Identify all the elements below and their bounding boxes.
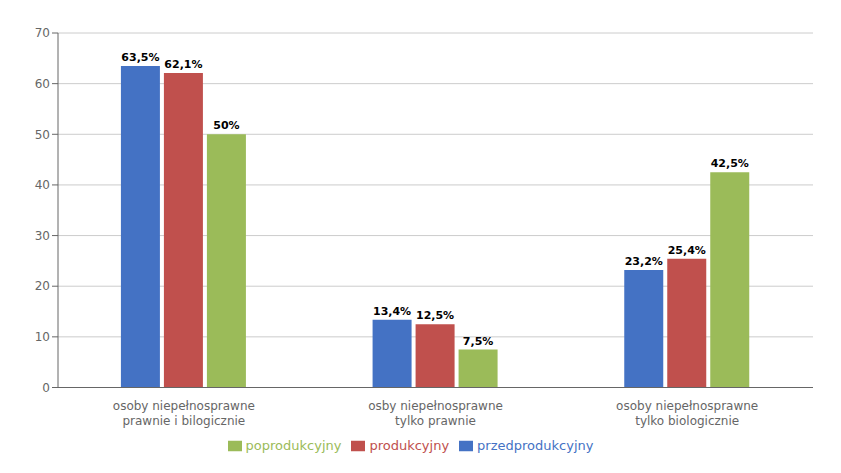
svg-text:40: 40 [35, 178, 50, 192]
svg-text:63,5%: 63,5% [121, 51, 159, 64]
svg-text:60: 60 [35, 77, 50, 91]
svg-text:62,1%: 62,1% [164, 58, 202, 71]
html-text:poprodukcyjny: poprodukcyjny [245, 437, 342, 453]
html-text:produkcyjny: produkcyjny [369, 437, 450, 453]
html-text:przedprodukcyjny: przedprodukcyjny [477, 437, 594, 453]
svg-text:20: 20 [35, 279, 50, 293]
svg-text:osoby niepełnosprawnetylko bio: osoby niepełnosprawnetylko biologicznie [616, 399, 758, 428]
svg-text:25,4%: 25,4% [668, 244, 706, 257]
svg-text:osby niepełnosprawnetylko praw: osby niepełnosprawnetylko prawnie [368, 399, 503, 428]
svg-text:0: 0 [42, 381, 50, 395]
svg-text:osoby niepełnosprawneprawnie i: osoby niepełnosprawneprawnie i bilogiczn… [113, 399, 255, 428]
svg-text:23,2%: 23,2% [625, 255, 663, 268]
svg-text:7,5%: 7,5% [463, 335, 494, 348]
svg-text:13,4%: 13,4% [373, 305, 411, 318]
svg-text:12,5%: 12,5% [416, 309, 454, 322]
svg-text:50%: 50% [213, 119, 239, 132]
svg-text:10: 10 [35, 330, 50, 344]
svg-text:70: 70 [35, 26, 50, 40]
svg-text:50: 50 [35, 128, 50, 142]
svg-text:42,5%: 42,5% [711, 157, 749, 170]
svg-text:30: 30 [35, 229, 50, 243]
